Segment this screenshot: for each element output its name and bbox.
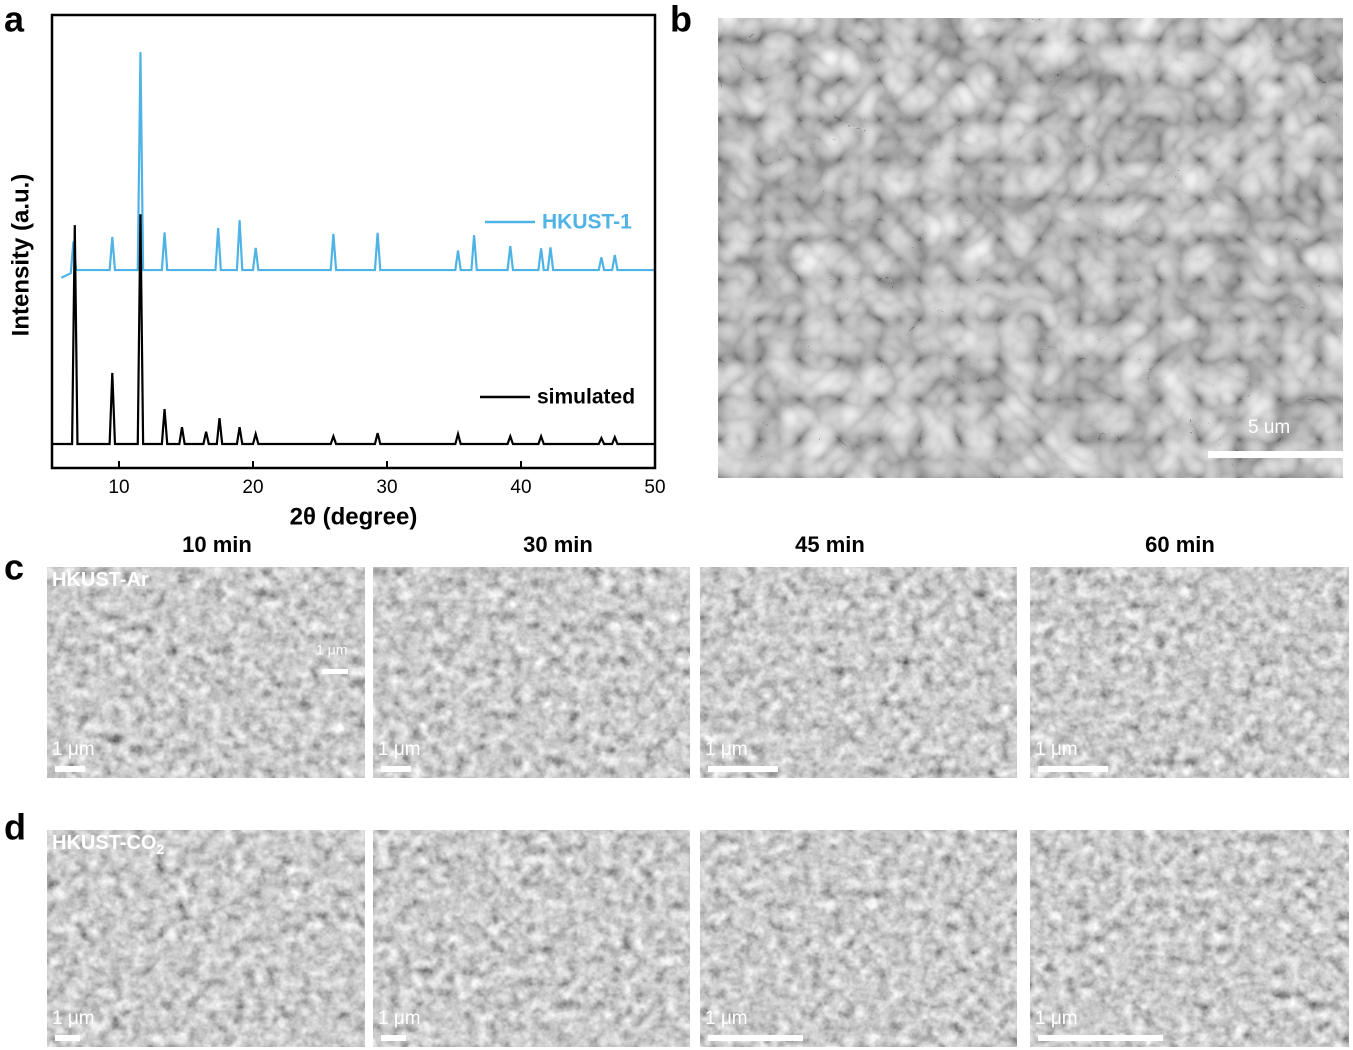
series-line [52, 214, 655, 446]
legend-label: HKUST-1 [542, 211, 632, 234]
sem-image [718, 18, 1343, 478]
scale-label: 1 μm [378, 739, 421, 760]
scale-label: 1 μm [52, 739, 95, 760]
sem-image [700, 830, 1017, 1047]
time-label: 45 min [795, 532, 865, 557]
scale-bar [1208, 451, 1343, 458]
time-label: 10 min [182, 532, 252, 557]
x-tick-label: 40 [510, 477, 531, 498]
row-label: HKUST-CO2 [52, 832, 164, 856]
scale-label: 1 μm [705, 1008, 748, 1029]
row-label-sub: 2 [156, 841, 164, 857]
sem-image [373, 567, 690, 778]
x-tick-label: 10 [108, 477, 129, 498]
sem-image [47, 830, 365, 1047]
x-tick-label: 50 [644, 477, 665, 498]
scale-bar [708, 1035, 803, 1041]
panel-label: c [4, 547, 24, 588]
scale-bar [1038, 1035, 1163, 1041]
x-tick-label: 20 [242, 477, 263, 498]
time-label: 60 min [1145, 532, 1215, 557]
scale-bar [55, 766, 85, 772]
y-axis-label: Intensity (a.u.) [7, 174, 34, 337]
sem-image [1030, 830, 1349, 1047]
sem-image [1030, 567, 1349, 778]
scale-label: 1 μm [378, 1008, 421, 1029]
scale-bar [381, 766, 411, 772]
sem-image [700, 567, 1017, 778]
panel-label: a [4, 0, 25, 40]
scale-bar [1038, 766, 1108, 772]
row-label: HKUST-Ar [52, 569, 149, 591]
series-line [60, 52, 655, 279]
scale-bar [322, 669, 348, 674]
scale-label: 1 μm [316, 642, 347, 658]
scale-label: 1 μm [705, 739, 748, 760]
scale-bar [381, 1035, 406, 1041]
scale-label: 1 μm [1035, 1008, 1078, 1029]
scale-label: 1 μm [1035, 739, 1078, 760]
time-label: 30 min [523, 532, 593, 557]
plot-frame [50, 13, 657, 470]
scale-label: 5 um [1248, 417, 1290, 438]
sem-image [373, 830, 690, 1047]
legend-label: simulated [537, 386, 635, 409]
panel-label: b [670, 0, 692, 40]
scale-bar [55, 1035, 80, 1041]
panel-label: d [4, 807, 26, 848]
scale-bar [708, 766, 778, 772]
x-tick-label: 30 [376, 477, 397, 498]
row-label-text: HKUST-CO [52, 832, 156, 854]
row-label-text: HKUST-Ar [52, 569, 149, 591]
scale-label: 1 μm [52, 1008, 95, 1029]
x-axis-label: 2θ (degree) [290, 503, 418, 530]
